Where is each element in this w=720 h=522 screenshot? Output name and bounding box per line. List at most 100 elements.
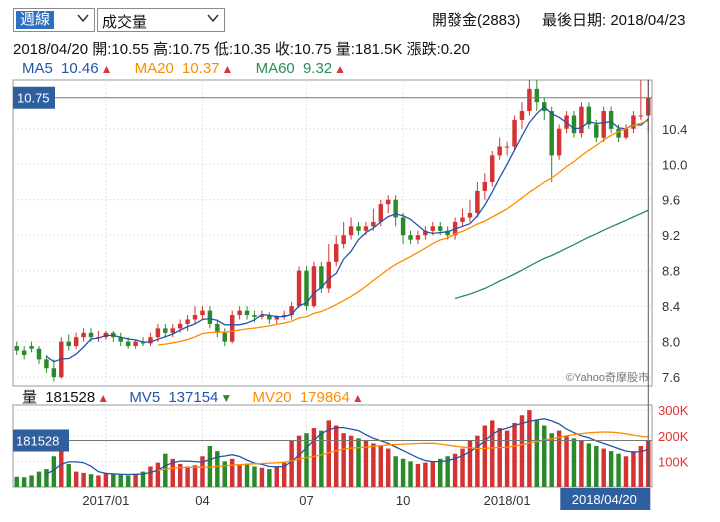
volume-bar [177, 463, 183, 487]
watermark: ©Yahoo奇摩股市 [566, 370, 649, 384]
period-select[interactable]: 週線 [13, 8, 95, 32]
volume-bar [497, 428, 502, 487]
candle-body [579, 106, 584, 134]
indicator-select[interactable]: 成交量 [97, 8, 225, 32]
volume-bar [467, 440, 473, 487]
candle-body [341, 235, 346, 245]
volume-bar [586, 443, 592, 487]
mv5-line [46, 418, 649, 476]
price-tick-label: 9.6 [662, 193, 680, 208]
last-date-label: 最後日期: 2018/04/23 [542, 12, 686, 29]
volume-bar [170, 458, 175, 487]
candle-body [289, 306, 294, 316]
volume-bar [445, 456, 450, 487]
volume-marker-label: 181528 [16, 433, 59, 448]
candle-body [185, 319, 190, 324]
candle-body [237, 310, 242, 316]
price-marker-tag [13, 86, 55, 109]
candle-body [527, 88, 532, 112]
volume-bar [333, 425, 339, 487]
candle-body [571, 115, 577, 134]
candle-body [259, 315, 265, 317]
candle-body [163, 328, 168, 333]
ma20-line [157, 120, 649, 346]
volume-bar [51, 456, 57, 487]
date-marker-tag [560, 488, 651, 510]
ma20-legend: MA20 10.37 ▲ [134, 60, 234, 77]
volume-bar [244, 463, 250, 487]
ma-legend: MA5 10.46 ▲ MA20 10.37 ▲ MA60 9.32 ▲ [22, 60, 354, 77]
candle-body [192, 315, 198, 320]
volume-bar [133, 474, 138, 487]
volume-bar [281, 462, 287, 487]
volume-bar [274, 466, 280, 487]
candle-body [348, 226, 354, 236]
volume-bar [326, 420, 332, 487]
indicator-select-value: 成交量 [102, 14, 148, 31]
date-marker-label: 2018/04/20 [572, 492, 637, 507]
candle-body [623, 128, 629, 138]
volume-bar [103, 472, 109, 487]
volume-bar [475, 435, 480, 487]
volume-bar [185, 466, 190, 487]
candle-body [304, 270, 309, 307]
candle-body [44, 359, 49, 369]
time-tick-label: 2017/01 [82, 493, 129, 508]
volume-tick-label: 300K [658, 403, 689, 418]
candle-body [177, 323, 183, 329]
price-tick-label: 8.0 [662, 335, 680, 350]
volume-bar [148, 466, 153, 487]
volume-average-lines [46, 418, 649, 476]
chevron-down-icon [207, 14, 219, 23]
volume-bar [519, 415, 525, 487]
ma60-legend: MA60 9.32 ▲ [255, 60, 347, 77]
volume-bar [608, 451, 614, 487]
volume-bar [363, 440, 369, 487]
time-tick-label: 10 [396, 493, 410, 508]
volume-panel [12, 404, 653, 488]
volume-bar [73, 471, 79, 487]
volume-bar [601, 448, 606, 487]
candle-body [118, 337, 123, 342]
volume-bar [14, 476, 19, 487]
volume-bar [378, 446, 384, 487]
volume-tick-label: 100K [658, 454, 689, 469]
mv5-legend: MV5 137154 ▼ [129, 389, 233, 406]
candle-body [215, 323, 220, 333]
candle-body [274, 316, 280, 320]
candle-body [475, 190, 480, 214]
candle-body [482, 182, 488, 191]
candle-body [21, 350, 27, 355]
candle-body [504, 146, 510, 148]
volume-bar [267, 469, 272, 487]
volume-bar [125, 475, 131, 487]
volume-grid [12, 404, 653, 488]
candle-body [148, 337, 153, 344]
volume-bar [111, 474, 116, 487]
volume-bar [356, 438, 361, 487]
volume-bar [229, 458, 235, 487]
candle-body [200, 310, 205, 316]
candle-body [556, 128, 562, 156]
volume-bar [571, 438, 577, 487]
candle-body [393, 199, 398, 218]
volume-bar [59, 448, 64, 487]
candle-body [534, 88, 540, 103]
candle-body [430, 226, 436, 231]
volume-bar [319, 430, 324, 487]
candle-body [88, 332, 94, 338]
volume-bar [549, 433, 554, 487]
stock-name-label: 開發金(2883) [432, 12, 521, 29]
candle-body [207, 310, 213, 324]
price-marker-label: 10.75 [17, 91, 50, 106]
volume-bar [21, 477, 27, 487]
volume-bar [252, 466, 257, 487]
candle-body [125, 341, 131, 347]
candle-body [133, 341, 138, 347]
volume-bar [348, 435, 354, 487]
volume-bar [623, 456, 629, 487]
moving-average-lines [46, 105, 649, 363]
candle-body [296, 270, 302, 307]
volume-bars [14, 410, 651, 487]
